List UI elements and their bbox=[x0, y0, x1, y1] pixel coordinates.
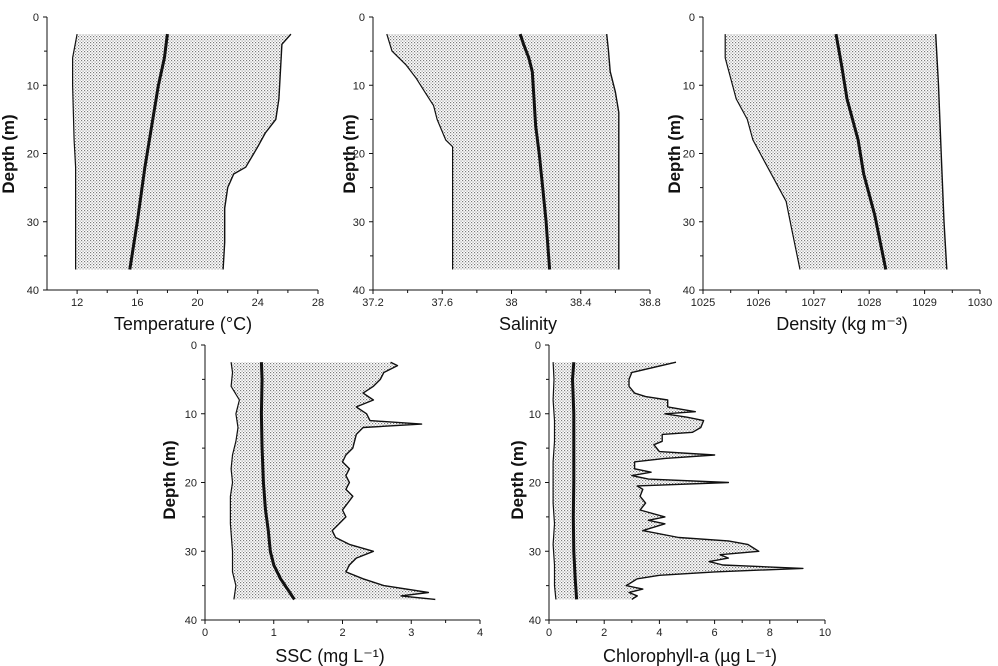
range-envelope bbox=[386, 34, 619, 270]
mean-profile-line bbox=[571, 362, 579, 600]
x-tick-label: 0 bbox=[202, 627, 208, 639]
x-axis-title: Salinity bbox=[499, 314, 557, 334]
x-tick-label: 37.2 bbox=[362, 297, 383, 309]
x-tick-label: 37.6 bbox=[432, 297, 453, 309]
y-axis-title: Depth (m) bbox=[160, 440, 179, 519]
y-axis-title: Depth (m) bbox=[665, 114, 684, 193]
x-tick-label: 38.8 bbox=[639, 297, 660, 309]
y-tick-label: 10 bbox=[185, 409, 197, 421]
y-axis-title: Depth (m) bbox=[0, 114, 18, 193]
y-axis-title: Depth (m) bbox=[340, 114, 359, 193]
y-tick-label: 20 bbox=[27, 149, 39, 161]
x-tick-label: 1026 bbox=[746, 297, 770, 309]
x-tick-label: 2 bbox=[601, 627, 607, 639]
x-tick-label: 8 bbox=[767, 627, 773, 639]
y-tick-label: 40 bbox=[185, 615, 197, 627]
mean-profile-line bbox=[259, 362, 296, 601]
x-tick-label: 4 bbox=[656, 627, 662, 639]
y-tick-label: 30 bbox=[683, 217, 695, 229]
min-profile-line bbox=[71, 33, 78, 270]
x-tick-label: 1027 bbox=[802, 297, 826, 309]
chart-panel-1: 12 16 20 24 28 0 10 20 30 40 Temperature (°C) Depth… bbox=[0, 12, 324, 334]
max-profile-line bbox=[222, 33, 292, 270]
x-tick-label: 1 bbox=[271, 627, 277, 639]
y-tick-label: 10 bbox=[529, 409, 541, 421]
y-tick-label: 10 bbox=[683, 80, 695, 92]
x-tick-label: 16 bbox=[131, 297, 143, 309]
range-envelope bbox=[72, 34, 291, 270]
mean-profile-line bbox=[834, 33, 888, 270]
y-tick-label: 30 bbox=[185, 546, 197, 558]
x-tick-label: 4 bbox=[477, 627, 483, 639]
x-tick-label: 1029 bbox=[912, 297, 936, 309]
x-tick-label: 1025 bbox=[691, 297, 715, 309]
y-tick-label: 20 bbox=[529, 478, 541, 490]
x-tick-label: 28 bbox=[312, 297, 324, 309]
y-tick-label: 40 bbox=[529, 615, 541, 627]
x-tick-label: 2 bbox=[339, 627, 345, 639]
x-axis-title: Density (kg m⁻³) bbox=[776, 314, 908, 334]
y-tick-label: 0 bbox=[359, 12, 365, 24]
x-tick-label: 6 bbox=[712, 627, 718, 639]
chart-panel-5: 0 2 4 6 8 10 0 10 20 30 40 Chlorophyll-a (µg L⁻¹) De… bbox=[508, 340, 831, 666]
x-tick-label: 38 bbox=[505, 297, 517, 309]
max-profile-line bbox=[625, 361, 804, 600]
max-profile-line bbox=[935, 34, 948, 270]
y-tick-label: 0 bbox=[535, 340, 541, 352]
y-tick-label: 0 bbox=[191, 340, 197, 352]
y-tick-label: 40 bbox=[27, 285, 39, 297]
mean-profile-line bbox=[128, 33, 169, 270]
x-tick-label: 3 bbox=[408, 627, 414, 639]
y-tick-label: 30 bbox=[353, 217, 365, 229]
x-tick-label: 38.4 bbox=[570, 297, 591, 309]
x-tick-label: 0 bbox=[546, 627, 552, 639]
y-tick-label: 0 bbox=[33, 12, 39, 24]
y-tick-label: 20 bbox=[185, 478, 197, 490]
y-tick-label: 20 bbox=[683, 149, 695, 161]
y-tick-label: 30 bbox=[27, 217, 39, 229]
max-profile-line bbox=[331, 361, 436, 601]
chart-panel-2: 37.2 37.6 38 38.4 38.8 0 10 20 30 40 Salinity Depth… bbox=[340, 12, 661, 334]
min-profile-line bbox=[386, 33, 454, 270]
x-axis-title: Chlorophyll-a (µg L⁻¹) bbox=[603, 646, 777, 666]
y-tick-label: 10 bbox=[27, 80, 39, 92]
x-tick-label: 20 bbox=[191, 297, 203, 309]
min-profile-line bbox=[724, 34, 801, 270]
min-profile-line bbox=[229, 362, 240, 600]
chart-panel-3: 1025 1026 1027 1028 1029 1030 0 10 20 30 40 Density… bbox=[665, 12, 992, 334]
x-tick-label: 12 bbox=[71, 297, 83, 309]
x-tick-label: 10 bbox=[819, 627, 831, 639]
y-tick-label: 30 bbox=[529, 546, 541, 558]
y-tick-label: 20 bbox=[353, 149, 365, 161]
range-envelope bbox=[725, 34, 947, 270]
range-envelope bbox=[230, 362, 436, 600]
y-tick-label: 40 bbox=[353, 285, 365, 297]
max-profile-line bbox=[606, 34, 620, 270]
x-tick-label: 1028 bbox=[857, 297, 881, 309]
x-tick-label: 1030 bbox=[968, 297, 992, 309]
mean-profile-line bbox=[518, 33, 552, 270]
y-axis-title: Depth (m) bbox=[508, 440, 527, 519]
x-axis-title: SSC (mg L⁻¹) bbox=[275, 646, 385, 666]
y-tick-label: 0 bbox=[689, 12, 695, 24]
min-profile-line bbox=[552, 362, 557, 600]
y-tick-label: 40 bbox=[683, 285, 695, 297]
x-tick-label: 24 bbox=[252, 297, 264, 309]
x-axis-title: Temperature (°C) bbox=[114, 314, 252, 334]
y-tick-label: 10 bbox=[353, 80, 365, 92]
